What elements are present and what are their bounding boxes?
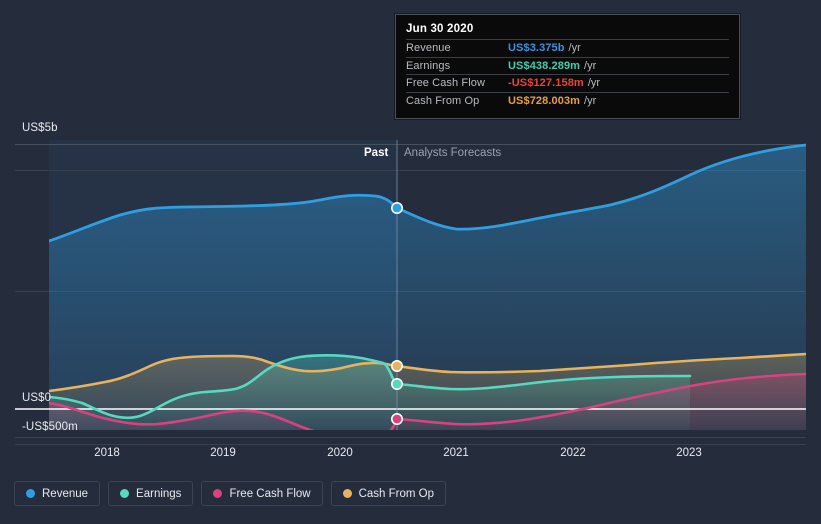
- area-earnings: [49, 355, 690, 430]
- x-axis-label-2022: 2022: [560, 447, 586, 459]
- x-axis-label-2021: 2021: [443, 447, 469, 459]
- y-axis-label-minus-500m: -US$500m: [22, 421, 78, 433]
- legend-dot-free-cash-flow-icon: [213, 489, 223, 498]
- legend-item-cash-from-op[interactable]: Cash From Op: [330, 481, 447, 506]
- tooltip-row-cash-from-op: Cash From Op US$728.003m /yr: [406, 91, 729, 110]
- past-segment-label: Past: [364, 147, 389, 159]
- tooltip-label-earnings: Earnings: [406, 59, 451, 72]
- marker-revenue: [390, 202, 403, 215]
- line-earnings: [49, 354, 692, 420]
- tooltip-unit-revenue: /yr: [568, 42, 581, 55]
- x-axis-label-2020: 2020: [327, 447, 353, 459]
- line-cash-from-op: [49, 352, 806, 393]
- tooltip-value-earnings: US$438.289m: [508, 59, 581, 72]
- y-axis-label-0: US$0: [22, 392, 52, 404]
- tooltip-unit-free-cash-flow: /yr: [587, 77, 601, 90]
- forecast-segment-label: Analysts Forecasts: [404, 147, 502, 159]
- x-axis-label-2018: 2018: [94, 447, 120, 459]
- legend-item-revenue[interactable]: Revenue: [14, 481, 101, 506]
- area-free-cash-flow: [49, 374, 806, 430]
- tooltip-value-cash-from-op: US$728.003m: [508, 94, 581, 107]
- legend-item-free-cash-flow[interactable]: Free Cash Flow: [201, 481, 323, 506]
- tooltip-date: Jun 30 2020: [406, 23, 474, 35]
- marker-cash-from-op: [390, 359, 403, 372]
- hover-markers: [390, 202, 403, 425]
- legend-label-revenue: Revenue: [42, 487, 89, 500]
- marker-earnings: [390, 377, 403, 390]
- tooltip-unit-earnings: /yr: [584, 59, 597, 72]
- x-axis-label-2019: 2019: [210, 447, 236, 459]
- legend-label-earnings: Earnings: [136, 487, 182, 500]
- tooltip-row-revenue: Revenue US$3.375b /yr: [406, 39, 729, 57]
- legend-dot-earnings-icon: [120, 489, 130, 498]
- y-axis-label-5b: US$5b: [22, 122, 58, 134]
- tooltip-label-cash-from-op: Cash From Op: [406, 94, 480, 107]
- chart-legend: Revenue Earnings Free Cash Flow Cash Fro…: [14, 481, 447, 506]
- line-free-cash-flow: [49, 372, 806, 430]
- tooltip-row-earnings: Earnings US$438.289m /yr: [406, 56, 729, 75]
- legend-dot-revenue-icon: [26, 489, 35, 498]
- x-axis-label-2023: 2023: [676, 447, 702, 459]
- data-tooltip: Jun 30 2020 Revenue US$3.375b /yr Earnin…: [395, 14, 740, 119]
- tooltip-label-revenue: Revenue: [406, 42, 451, 55]
- tooltip-value-revenue: US$3.375b: [508, 42, 565, 55]
- tooltip-unit-cash-from-op: /yr: [584, 94, 597, 107]
- tooltip-row-free-cash-flow: Free Cash Flow -US$127.158m /yr: [406, 74, 729, 92]
- marker-free-cash-flow: [390, 412, 403, 425]
- tooltip-value-free-cash-flow: -US$127.158m: [508, 77, 584, 90]
- legend-dot-cash-from-op-icon: [342, 489, 352, 498]
- legend-item-earnings[interactable]: Earnings: [108, 481, 194, 506]
- chart-svg: [15, 140, 806, 445]
- chart-plot-area[interactable]: US$5b US$0 -US$500m 2018 2019 2020 2021 …: [0, 0, 821, 470]
- tooltip-label-free-cash-flow: Free Cash Flow: [406, 77, 486, 90]
- legend-label-free-cash-flow: Free Cash Flow: [229, 487, 311, 500]
- legend-label-cash-from-op: Cash From Op: [358, 487, 435, 500]
